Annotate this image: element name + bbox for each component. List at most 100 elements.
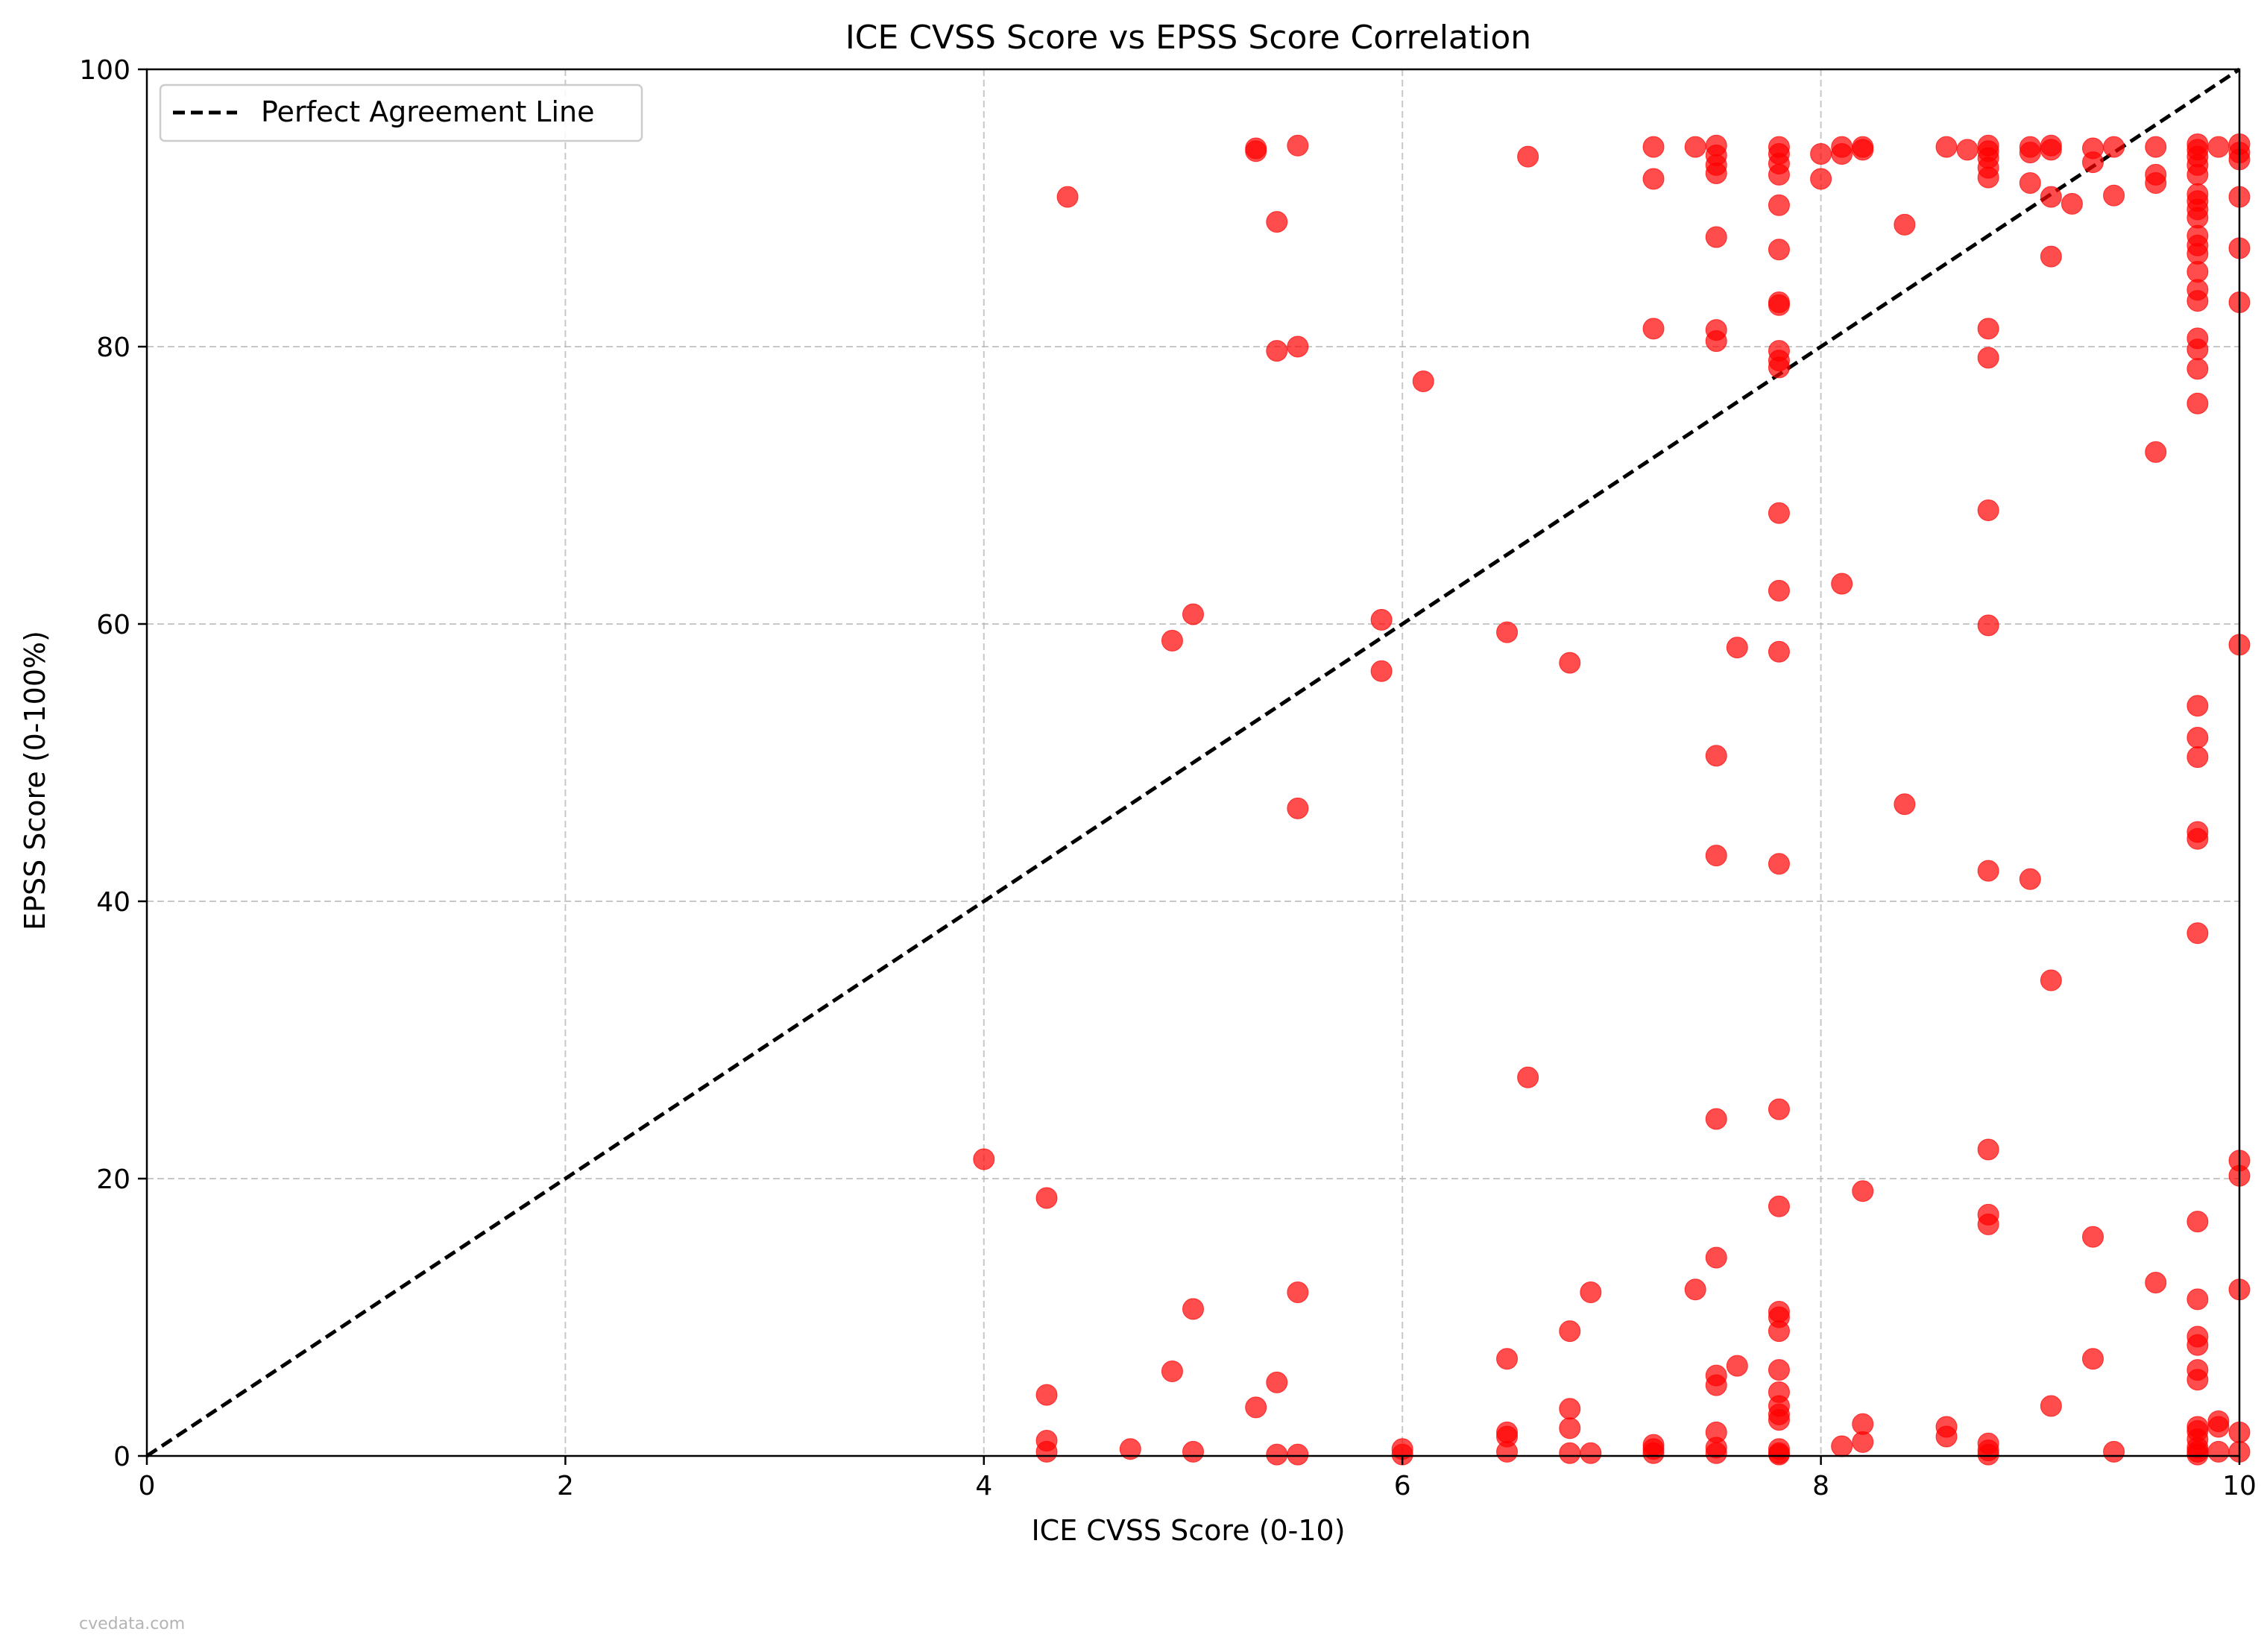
data-point [2103, 1440, 2125, 1463]
data-point [2040, 969, 2062, 991]
data-point [2145, 136, 2167, 158]
y-axis-label: EPSS Score (0-100%) [19, 631, 51, 930]
chart-title: ICE CVSS Score vs EPSS Score Correlation [845, 19, 1531, 57]
data-point [1496, 621, 1519, 643]
data-point [1705, 1108, 1727, 1130]
data-point [2040, 139, 2062, 161]
data-point [1977, 347, 1999, 369]
data-point [2186, 727, 2209, 749]
data-point [1768, 1195, 1790, 1217]
data-point [1559, 1417, 1581, 1440]
x-axis-label: ICE CVSS Score (0-10) [1031, 1514, 1345, 1547]
data-point [2040, 186, 2062, 208]
data-point [2186, 1288, 2209, 1311]
data-point [1559, 1398, 1581, 1420]
legend-label: Perfect Agreement Line [261, 95, 595, 128]
data-point [1768, 1320, 1790, 1343]
data-point [2061, 192, 2083, 215]
data-point [2207, 1440, 2230, 1463]
data-point [2019, 142, 2041, 164]
data-point [1852, 139, 1874, 161]
data-point [1977, 614, 1999, 637]
y-tick-label: 20 [96, 1164, 130, 1195]
data-point [2082, 1348, 2104, 1370]
data-point [1705, 226, 1727, 248]
data-point [2207, 136, 2230, 158]
data-point [1642, 136, 1665, 158]
y-tick-label: 100 [79, 55, 130, 86]
data-point [1768, 640, 1790, 663]
data-point [1977, 1443, 1999, 1466]
data-point [1977, 860, 1999, 882]
data-point [1852, 1431, 1874, 1453]
data-point [2082, 1226, 2104, 1248]
data-point [1705, 845, 1727, 867]
data-point [2186, 358, 2209, 380]
data-point [1977, 499, 1999, 521]
data-point [2040, 1395, 2062, 1417]
data-point [1705, 1442, 1727, 1464]
data-point [1852, 1180, 1874, 1202]
data-point [1977, 1213, 1999, 1235]
x-tick-label: 4 [975, 1471, 992, 1501]
perfect-agreement-line [145, 67, 2241, 1458]
data-point [2186, 290, 2209, 312]
data-point [1831, 1435, 1853, 1457]
data-point [1161, 1361, 1183, 1383]
data-point [1768, 163, 1790, 186]
data-point [1956, 139, 1978, 161]
data-point [1266, 340, 1288, 362]
data-point [1768, 194, 1790, 216]
data-point [1705, 745, 1727, 767]
data-point [2186, 1443, 2209, 1466]
data-point [1119, 1438, 1141, 1460]
data-point [1768, 1098, 1790, 1120]
data-point [1935, 136, 1958, 158]
data-point [2207, 1416, 2230, 1438]
data-point [1056, 186, 1079, 208]
data-point [1642, 1442, 1665, 1464]
data-point [1266, 211, 1288, 233]
data-point [2186, 746, 2209, 769]
data-point [1517, 1066, 1539, 1088]
data-point [1287, 1281, 1309, 1304]
legend-box [159, 83, 643, 142]
data-point [2186, 922, 2209, 945]
y-tick-label: 0 [113, 1442, 130, 1472]
data-point [1831, 573, 1853, 595]
legend: Perfect Agreement Line [159, 83, 643, 142]
data-point [2145, 1272, 2167, 1293]
data-point [2103, 136, 2125, 158]
data-point [2186, 1211, 2209, 1233]
data-point [1642, 318, 1665, 340]
data-point [1810, 142, 1832, 165]
data-point [1182, 1298, 1204, 1320]
data-point [1831, 142, 1853, 165]
data-point [1559, 1442, 1581, 1464]
data-point [1266, 1371, 1288, 1393]
data-point [2145, 441, 2167, 463]
data-point [1726, 637, 1748, 659]
data-point [1977, 1138, 1999, 1161]
data-point [1768, 1443, 1790, 1466]
data-point [1287, 134, 1309, 157]
x-tick-label: 10 [2222, 1471, 2257, 1501]
data-point [1977, 166, 1999, 189]
data-point [1768, 239, 1790, 261]
data-point [2186, 695, 2209, 717]
data-point [1287, 335, 1309, 358]
data-point [2103, 184, 2125, 206]
data-point [1559, 1320, 1581, 1343]
data-point [2019, 868, 2041, 890]
data-point [1768, 502, 1790, 524]
data-point [2186, 163, 2209, 186]
data-points [973, 133, 2251, 1466]
data-point [1977, 318, 1999, 340]
data-point [973, 1148, 995, 1170]
data-point [1642, 168, 1665, 190]
data-point [1161, 629, 1183, 652]
data-point [2186, 827, 2209, 850]
data-point [1266, 1443, 1288, 1466]
data-point [1517, 145, 1539, 168]
